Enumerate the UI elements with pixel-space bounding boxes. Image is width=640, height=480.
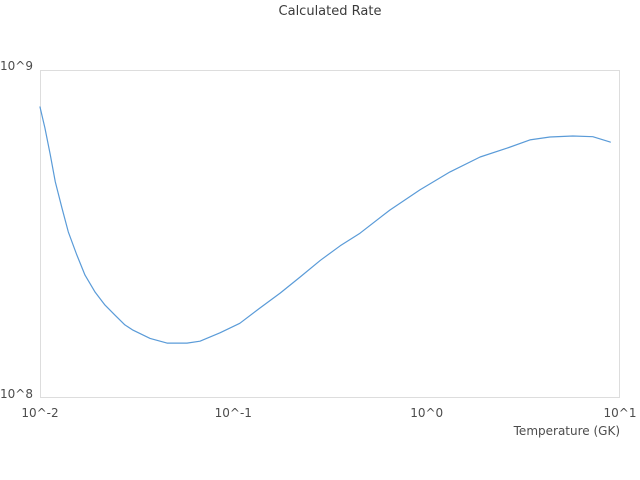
x-tick-label: 10^0 — [410, 406, 444, 420]
y-tick-label: 10^9 — [0, 59, 33, 73]
x-tick-label: 10^1 — [603, 406, 637, 420]
y-tick-label: 10^8 — [0, 387, 33, 401]
x-axis-label: Temperature (GK) — [513, 424, 620, 438]
chart-title: Calculated Rate — [278, 4, 382, 19]
x-tick-label: 10^-1 — [214, 406, 252, 420]
x-tick-label: 10^-2 — [21, 406, 59, 420]
